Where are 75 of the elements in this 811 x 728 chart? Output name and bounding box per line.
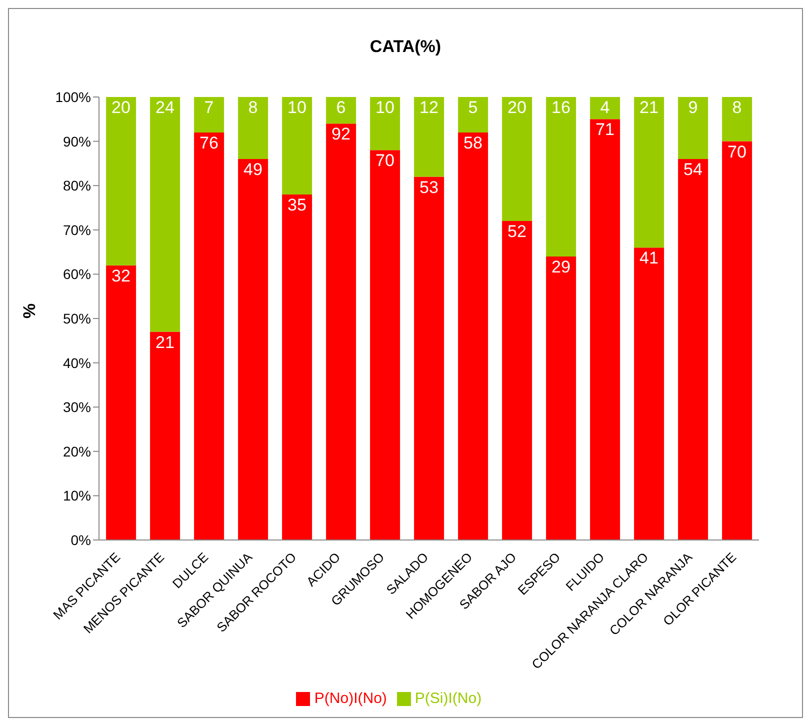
y-tick-label: 30% (62, 399, 91, 416)
bar (414, 97, 444, 177)
bar (106, 97, 136, 266)
y-tick-label: 10% (62, 488, 91, 504)
bar (370, 150, 400, 540)
bar (634, 97, 664, 248)
y-tick-label: 50% (62, 310, 91, 326)
bar (326, 97, 356, 124)
annotation: 4 (600, 98, 610, 118)
annotation: 10 (288, 98, 306, 118)
annotation: 70 (376, 151, 394, 170)
bar (238, 159, 268, 540)
annotation: 53 (420, 178, 438, 197)
annotation: 12 (420, 98, 438, 118)
annotation: 6 (336, 98, 346, 118)
annotation: 21 (156, 332, 174, 352)
bar (194, 132, 224, 540)
annotation: 58 (464, 134, 482, 153)
y-tick-label: 0% (70, 532, 91, 548)
annotation: 49 (244, 160, 262, 180)
bar (458, 132, 488, 540)
bar (546, 97, 576, 256)
bar (326, 124, 356, 540)
bar (546, 256, 576, 540)
annotation: 8 (732, 98, 742, 118)
bar (678, 97, 708, 160)
bar (502, 221, 532, 540)
annotation: 16 (552, 98, 570, 118)
legend-label: P(Si)I(No) (414, 690, 482, 707)
annotation: 21 (640, 98, 658, 118)
bar (590, 119, 620, 540)
bar (282, 194, 312, 540)
bar (678, 159, 708, 540)
bar (722, 97, 752, 142)
bar (458, 97, 488, 132)
y-tick-label: 40% (62, 354, 91, 371)
annotation: 70 (728, 142, 746, 162)
annotation: 24 (156, 98, 174, 118)
chart-title: CATA(%) (368, 36, 442, 58)
annotation: 71 (596, 120, 614, 140)
y-tick-label: 20% (62, 443, 91, 460)
annotation: 35 (288, 196, 306, 215)
bar (150, 332, 180, 540)
annotation: 8 (248, 98, 258, 118)
bar (150, 97, 180, 332)
bar (194, 97, 224, 132)
legend-label: P(No)I(No) (314, 690, 387, 707)
annotation: 5 (468, 98, 478, 118)
bar (502, 97, 532, 222)
bar (590, 97, 620, 120)
y-tick-label: 80% (62, 178, 91, 194)
bar (634, 248, 664, 540)
annotation: 9 (688, 98, 698, 118)
annotation: 10 (376, 98, 394, 118)
annotation: 29 (552, 258, 570, 277)
annotation: 76 (200, 134, 218, 153)
bar (414, 176, 444, 540)
y-tick-label: 90% (62, 133, 91, 150)
annotation: 7 (204, 98, 214, 118)
annotation: 92 (332, 124, 350, 144)
bar (370, 97, 400, 150)
bar (282, 97, 312, 194)
annotation: 41 (640, 248, 658, 268)
annotation: 32 (112, 266, 130, 286)
annotation: 54 (684, 160, 702, 180)
annotation: 52 (508, 222, 526, 242)
y-tick-label: 100% (55, 88, 91, 105)
annotation: 20 (112, 98, 130, 118)
bar (106, 265, 136, 540)
bar (238, 97, 268, 160)
bar (722, 141, 752, 540)
y-tick-label: 70% (62, 222, 91, 238)
annotation: 20 (508, 98, 526, 118)
y-axis-title: % (20, 303, 40, 318)
y-tick-label: 60% (62, 266, 91, 282)
